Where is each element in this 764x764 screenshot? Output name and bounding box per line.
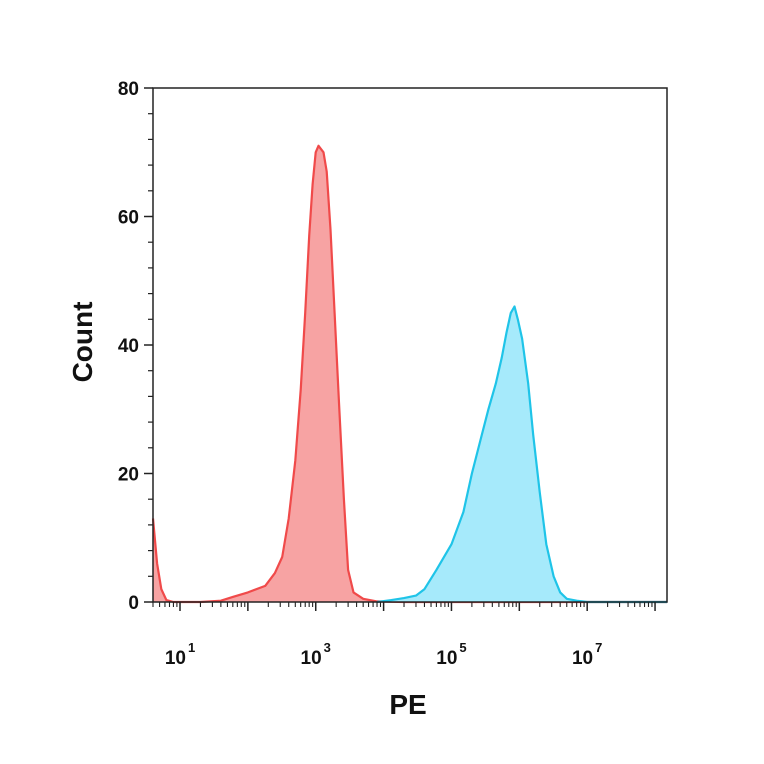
x-axis-title: PE	[389, 689, 426, 720]
series-1-area	[153, 145, 667, 603]
x-tick-label: 107	[572, 640, 602, 669]
plot-area	[151, 144, 667, 604]
series-1-line	[151, 144, 667, 604]
axes: 0 20 40 60 80 101 103 105 107	[118, 79, 668, 669]
y-tick-label: 0	[128, 593, 139, 614]
y-tick-label: 40	[118, 336, 139, 357]
y-axis-title: Count	[67, 302, 98, 383]
plot-frame	[152, 87, 668, 603]
y-tick-label: 80	[118, 79, 139, 100]
y-tick-label: 20	[118, 465, 139, 486]
x-tick-label: 105	[436, 640, 466, 669]
x-tick-label: 103	[301, 640, 331, 669]
x-tick-label: 101	[165, 640, 195, 669]
series-2-area	[377, 306, 667, 602]
y-tick-label: 60	[118, 208, 139, 229]
series-2-line	[376, 305, 667, 604]
